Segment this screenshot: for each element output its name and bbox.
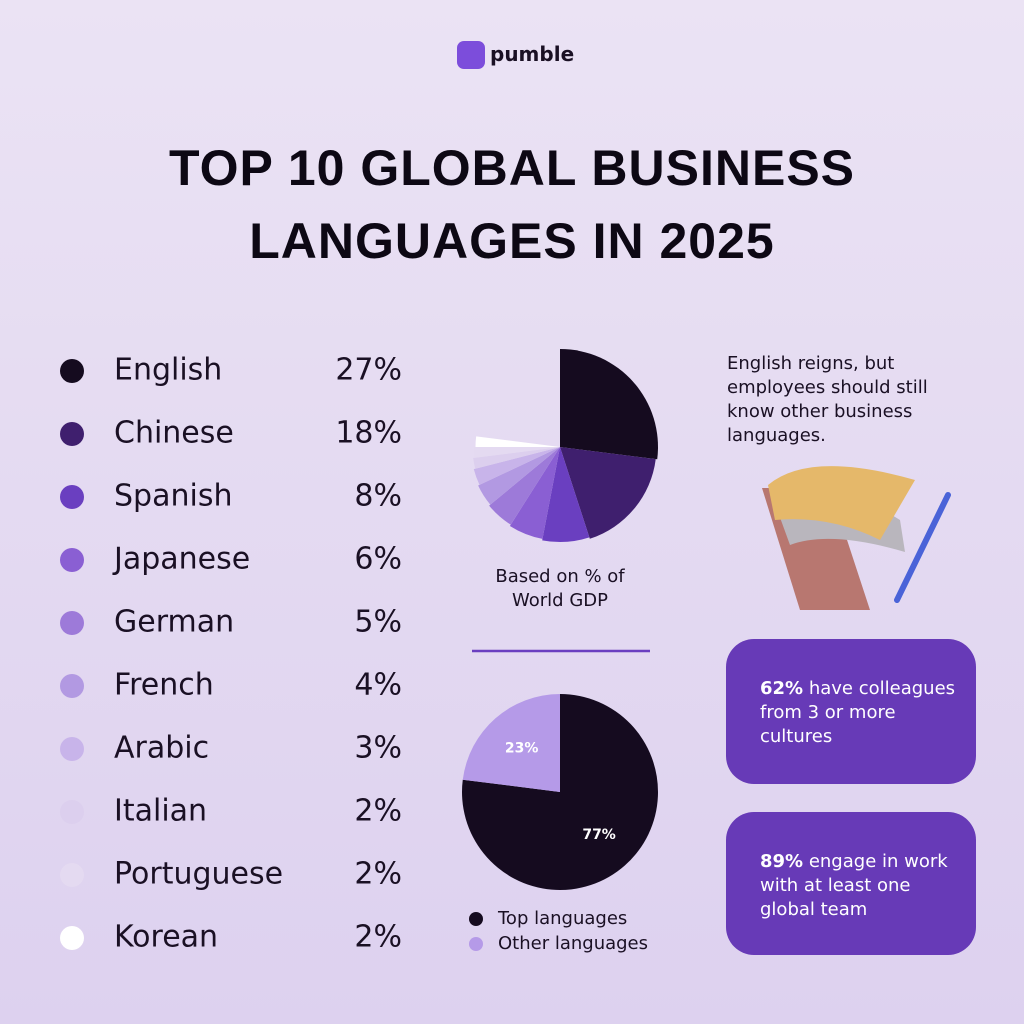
value-label: 2%	[354, 920, 402, 955]
legend-label: Italian	[114, 794, 207, 829]
legend-dot	[60, 863, 84, 887]
legend-label: Japanese	[112, 542, 250, 577]
pie-slice	[509, 447, 560, 539]
legend-dot	[60, 926, 84, 950]
value-label: 8%	[354, 479, 402, 514]
legend-dot	[60, 737, 84, 761]
legend-dot	[60, 359, 84, 383]
value-label: 77%	[582, 827, 616, 843]
stat-text: engage in work with at least one global …	[760, 851, 948, 920]
pie-slice	[560, 349, 659, 460]
legend-label: Chinese	[114, 416, 234, 451]
pie-slice	[478, 447, 560, 505]
logo-icon	[457, 41, 485, 69]
legend-dot	[60, 800, 84, 824]
legend-dot	[469, 912, 483, 926]
brand: pumble	[490, 42, 575, 66]
chart-subtitle: Based on % of World GDP	[495, 566, 625, 611]
legend-dot	[60, 485, 84, 509]
value-label: 18%	[335, 416, 402, 451]
value-label: 2%	[354, 857, 402, 892]
legend-label: Portuguese	[114, 857, 283, 892]
legend-label: English	[114, 353, 222, 388]
pie-slice	[474, 447, 560, 458]
legend-label: Top languages	[497, 908, 627, 929]
pie-slice	[462, 694, 560, 792]
pie-slice	[473, 447, 560, 485]
stat-highlight: 62%	[760, 678, 804, 699]
pie-slice	[489, 447, 560, 525]
legend-dot	[60, 422, 84, 446]
legend-dot	[60, 548, 84, 572]
note: English reigns, but employees should sti…	[727, 353, 928, 446]
legend-dot	[60, 674, 84, 698]
legend-label: German	[114, 605, 234, 640]
title: TOP 10 GLOBAL BUSINESS LANGUAGES IN 2025	[168, 140, 856, 269]
value-label: 23%	[505, 740, 539, 756]
legend-label: Korean	[114, 920, 218, 955]
legend-label: Other languages	[498, 933, 648, 954]
value-label: 3%	[354, 731, 402, 766]
value-label: 4%	[354, 668, 402, 703]
legend-dot	[469, 937, 483, 951]
stat-text: have colleagues from 3 or more cultures	[760, 678, 956, 747]
value-label: 2%	[354, 794, 402, 829]
stat-highlight: 89%	[760, 851, 804, 872]
pie-slice	[542, 447, 590, 542]
value-label: 5%	[354, 605, 402, 640]
stat-card: 89% engage in work with at least one glo…	[726, 812, 976, 955]
pie-slice	[473, 447, 560, 469]
legend-label: Arabic	[114, 731, 209, 766]
pie-slice	[560, 447, 656, 539]
value-label: 27%	[335, 353, 402, 388]
notebook-illustration	[762, 466, 951, 610]
legend-label: Spanish	[114, 479, 232, 514]
value-label: 6%	[354, 542, 402, 577]
legend-label: French	[114, 668, 214, 703]
stat-card: 62% have colleagues from 3 or more cultu…	[726, 639, 976, 784]
pie-slice	[475, 436, 560, 447]
legend-dot	[60, 611, 84, 635]
